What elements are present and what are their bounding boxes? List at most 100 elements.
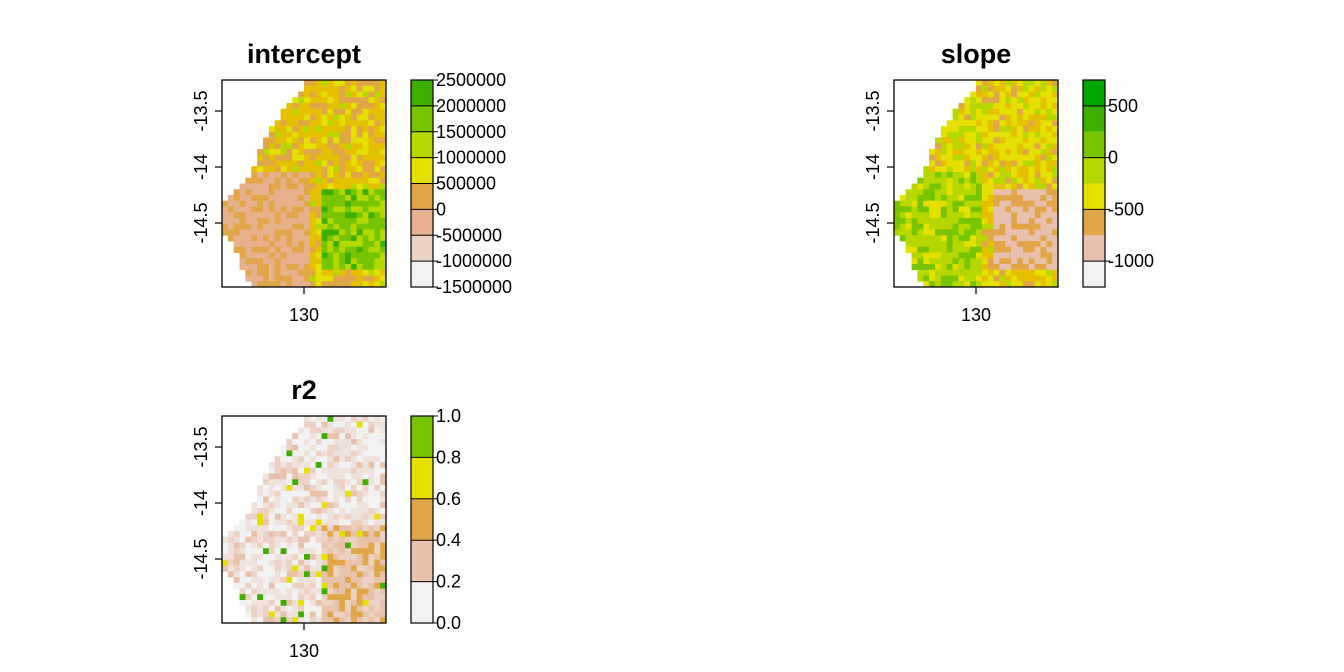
raster-cell [1034, 189, 1041, 196]
raster-cell [923, 206, 930, 213]
raster-cell [257, 189, 264, 196]
raster-cell [1046, 212, 1053, 219]
raster-cell [345, 160, 352, 167]
raster-cell [362, 554, 369, 561]
raster-cell [374, 611, 381, 618]
raster-cell [362, 519, 369, 526]
raster-cell [309, 525, 317, 532]
raster-cell [280, 218, 287, 225]
raster-cell [368, 519, 375, 526]
raster-cell [315, 577, 322, 584]
raster-cell [368, 605, 375, 612]
raster-cell [1034, 241, 1041, 248]
raster-cell [374, 120, 381, 127]
raster-cell [964, 108, 971, 115]
raster-cell [1034, 264, 1041, 271]
raster-cell [380, 462, 387, 469]
raster-cell [257, 611, 264, 618]
raster-cell [981, 97, 989, 104]
raster-cell [286, 166, 293, 173]
raster-cell [268, 588, 276, 595]
raster-cell [263, 212, 270, 219]
raster-cell [917, 200, 924, 207]
raster-cell [1052, 143, 1059, 150]
raster-cell [1011, 177, 1018, 184]
raster-cell [917, 252, 924, 259]
raster-cell [339, 281, 346, 288]
raster-cell [315, 571, 322, 578]
raster-cell [345, 513, 352, 520]
raster-cell [993, 241, 1000, 248]
raster-cell [263, 479, 270, 486]
raster-cell [304, 80, 311, 87]
raster-cell [327, 206, 334, 213]
raster-cell [935, 154, 942, 161]
raster-cell [362, 252, 369, 259]
raster-cell [981, 189, 989, 196]
raster-cell [368, 131, 375, 138]
raster-cell [368, 490, 375, 497]
raster-cell [345, 571, 352, 578]
raster-cell [952, 200, 959, 207]
raster-cell [1017, 252, 1024, 259]
raster-cell [368, 554, 375, 561]
raster-cell [263, 617, 270, 624]
raster-cell [1028, 218, 1035, 225]
raster-cell [374, 617, 381, 624]
raster-cell [356, 485, 363, 492]
raster-cell [233, 559, 240, 566]
raster-cell [1034, 206, 1041, 213]
raster-cell [298, 433, 305, 440]
raster-cell [321, 252, 328, 259]
raster-cell [1034, 212, 1041, 219]
raster-cell [333, 252, 340, 259]
raster-cell [315, 166, 322, 173]
raster-cell [292, 177, 299, 184]
raster-cell [958, 114, 965, 121]
raster-cell [315, 189, 322, 196]
raster-cell [976, 120, 983, 127]
raster-cell [380, 594, 387, 601]
raster-cell [286, 212, 293, 219]
raster-cell [257, 502, 264, 509]
raster-cell [274, 582, 281, 589]
raster-cell [345, 166, 352, 173]
raster-cell [999, 235, 1006, 242]
raster-cell [362, 479, 369, 486]
raster-slope [894, 80, 1059, 288]
raster-cell [327, 154, 334, 161]
raster-cell [298, 617, 305, 624]
raster-cell [274, 565, 281, 572]
raster-cell [333, 206, 340, 213]
raster-cell [905, 200, 912, 207]
raster-cell [911, 183, 918, 190]
raster-cell [257, 588, 264, 595]
raster-cell [233, 223, 240, 230]
raster-cell [356, 252, 363, 259]
raster-cell [1017, 91, 1024, 98]
raster-cell [362, 525, 369, 532]
raster-cell [280, 479, 287, 486]
raster-cell [350, 496, 358, 503]
raster-cell [987, 131, 994, 138]
raster-cell [374, 571, 381, 578]
raster-cell [304, 490, 311, 497]
raster-cell [286, 108, 293, 115]
raster-cell [946, 212, 953, 219]
raster-cell [309, 131, 317, 138]
raster-cell [999, 189, 1006, 196]
raster-cell [374, 97, 381, 104]
raster-cell [911, 258, 918, 265]
raster-cell [304, 85, 311, 92]
raster-cell [286, 582, 293, 589]
raster-cell [1022, 80, 1030, 87]
raster-cell [345, 172, 352, 179]
raster-cell [286, 183, 293, 190]
raster-cell [1005, 189, 1012, 196]
raster-cell [362, 485, 369, 492]
raster-cell [327, 212, 334, 219]
raster-cell [380, 421, 387, 428]
raster-cell [315, 114, 322, 121]
raster-cell [993, 195, 1000, 202]
raster-cell [251, 559, 258, 566]
